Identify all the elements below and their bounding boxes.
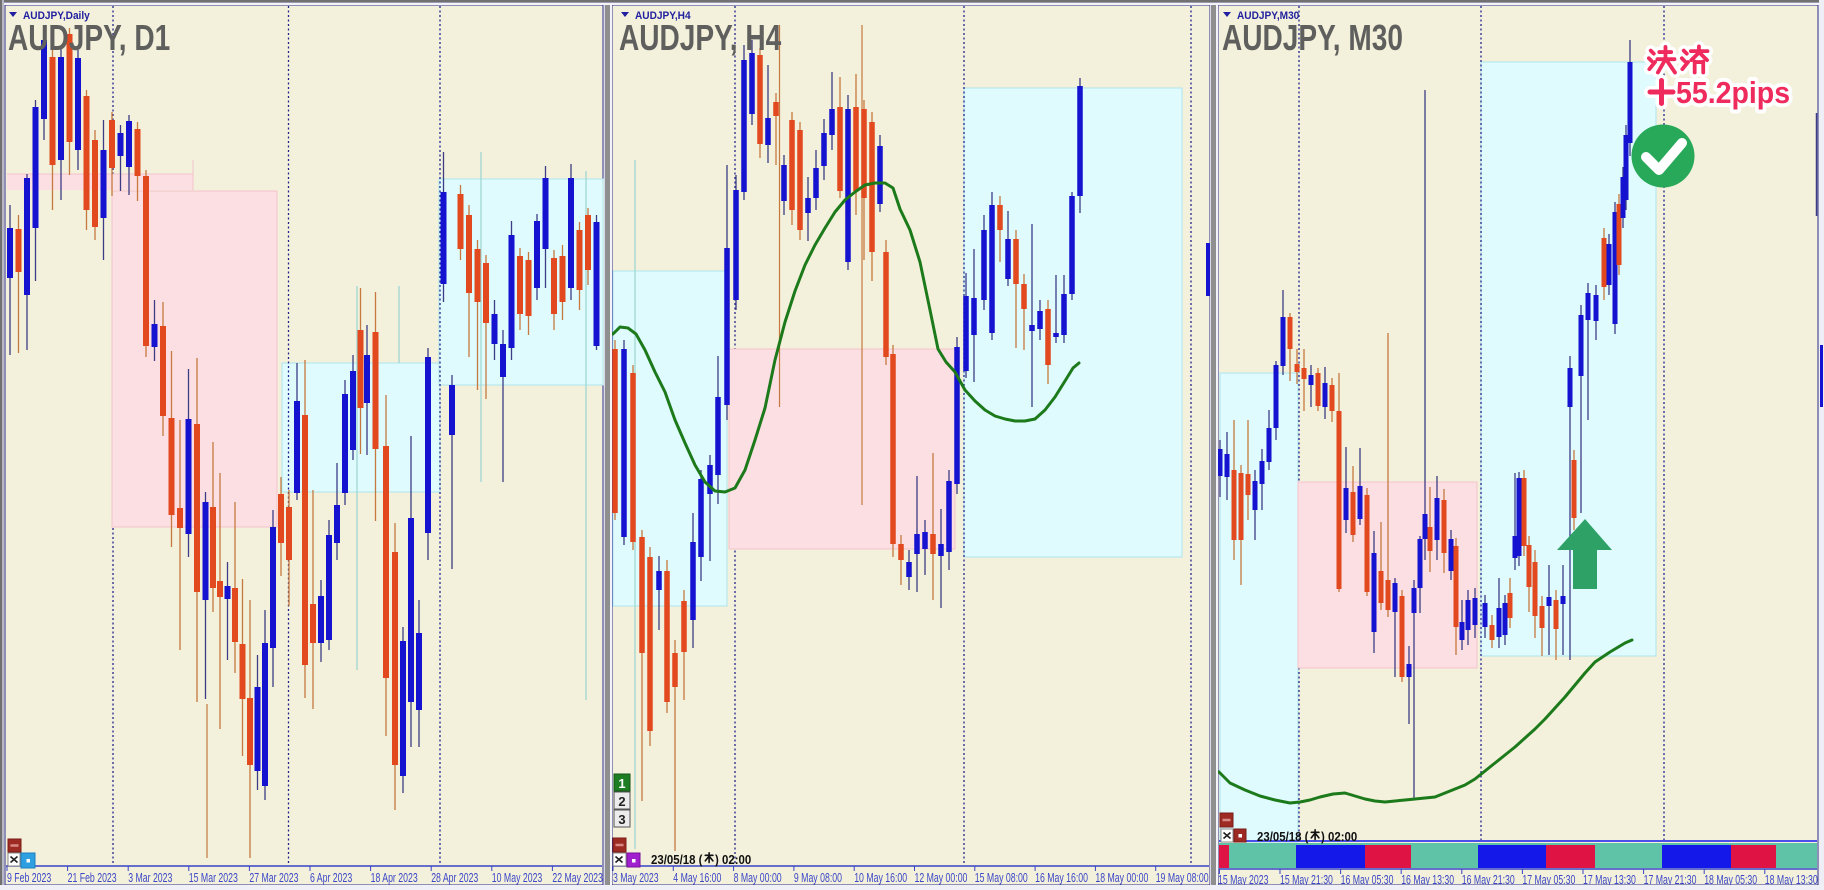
svg-text:27 Mar 2023: 27 Mar 2023 [249,872,298,886]
svg-text:17 May 21:30: 17 May 21:30 [1644,874,1697,888]
svg-text:15 May 08:00: 15 May 08:00 [975,872,1028,886]
svg-text:15 May 2023: 15 May 2023 [1218,874,1268,888]
svg-text:) 02:00: ) 02:00 [715,852,751,867]
svg-text:3: 3 [618,812,625,827]
svg-text:28 Apr 2023: 28 Apr 2023 [431,872,478,886]
svg-text:18 Apr 2023: 18 Apr 2023 [371,872,418,886]
svg-text:55.2pips: 55.2pips [1676,76,1790,110]
svg-text:10 May 2023: 10 May 2023 [492,872,542,886]
svg-text:8 May 00:00: 8 May 00:00 [734,872,782,886]
svg-text:) 02:00: ) 02:00 [1321,829,1357,844]
svg-text:17 May 13:30: 17 May 13:30 [1583,874,1636,888]
svg-text:22 May 2023: 22 May 2023 [552,872,602,886]
svg-text:6 Apr 2023: 6 Apr 2023 [310,872,352,886]
svg-text:17 May 05:30: 17 May 05:30 [1522,874,1575,888]
svg-text:AUDJPY,Daily: AUDJPY,Daily [23,10,90,22]
svg-text:2: 2 [618,794,625,809]
svg-text:15 May 21:30: 15 May 21:30 [1280,874,1333,888]
svg-text:15 Mar 2023: 15 Mar 2023 [189,872,238,886]
svg-text:AUDJPY,H4: AUDJPY,H4 [635,10,691,22]
svg-text:16 May 05:30: 16 May 05:30 [1341,874,1394,888]
svg-text:10 May 16:00: 10 May 16:00 [854,872,907,886]
svg-text:21 Feb 2023: 21 Feb 2023 [68,872,117,886]
svg-text:AUDJPY, H4: AUDJPY, H4 [619,18,781,58]
svg-text:18 May 05:30: 18 May 05:30 [1704,874,1757,888]
svg-text:AUDJPY, D1: AUDJPY, D1 [8,18,170,58]
svg-text:3 Mar 2023: 3 Mar 2023 [128,872,172,886]
svg-text:9 May 08:00: 9 May 08:00 [794,872,842,886]
svg-text:18 May 00:00: 18 May 00:00 [1095,872,1148,886]
svg-text:19 May 08:00: 19 May 08:00 [1156,872,1209,886]
svg-text:16 May 16:00: 16 May 16:00 [1035,872,1088,886]
svg-text:16 May 21:30: 16 May 21:30 [1462,874,1515,888]
svg-text:12 May 00:00: 12 May 00:00 [915,872,968,886]
svg-text:AUDJPY, M30: AUDJPY, M30 [1222,18,1403,58]
svg-text:3 May 2023: 3 May 2023 [613,872,659,886]
svg-text:23/05/18 (: 23/05/18 ( [1257,829,1309,844]
svg-text:18 May 13:30: 18 May 13:30 [1765,874,1818,888]
svg-text:4 May 16:00: 4 May 16:00 [673,872,721,886]
svg-text:23/05/18 (: 23/05/18 ( [651,852,703,867]
svg-text:16 May 13:30: 16 May 13:30 [1401,874,1454,888]
svg-text:AUDJPY,M30: AUDJPY,M30 [1237,10,1299,22]
svg-text:9 Feb 2023: 9 Feb 2023 [7,872,51,886]
svg-text:1: 1 [618,776,625,791]
